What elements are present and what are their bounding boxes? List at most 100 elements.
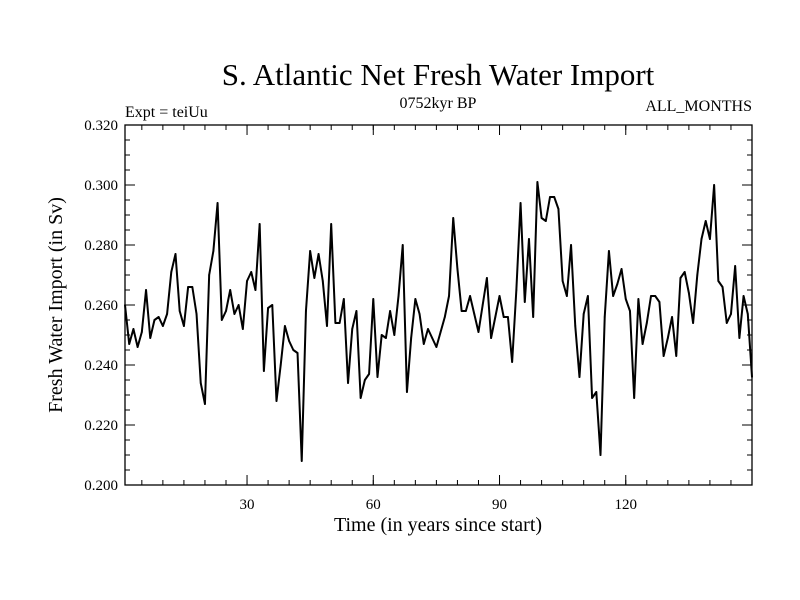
subtitle-left: Expt = teiUu [125, 104, 208, 121]
data-point [704, 220, 707, 222]
data-point [271, 304, 274, 306]
data-point [557, 208, 560, 210]
y-tick-label: 0.300 [84, 178, 118, 194]
data-point [746, 313, 749, 315]
data-point [191, 286, 194, 288]
data-point [494, 316, 497, 318]
data-point [300, 460, 303, 462]
data-point [157, 316, 160, 318]
data-point [523, 301, 526, 303]
data-point [700, 238, 703, 240]
data-point [233, 313, 236, 315]
plot-frame [124, 124, 753, 486]
data-point [595, 391, 598, 393]
data-point [220, 319, 223, 321]
data-point [414, 298, 417, 300]
data-point [284, 325, 286, 327]
data-point [351, 328, 354, 330]
data-point [258, 223, 261, 225]
data-point [170, 271, 173, 273]
data-point [279, 364, 282, 366]
data-point [334, 322, 337, 324]
data-point [473, 313, 476, 315]
data-point [654, 295, 657, 297]
data-point [204, 403, 206, 405]
data-point [427, 328, 429, 330]
data-point [456, 268, 459, 270]
data-point [612, 295, 615, 297]
y-tick-label: 0.220 [84, 418, 118, 434]
data-point [485, 277, 488, 279]
data-point [582, 313, 585, 315]
data-point [734, 265, 737, 267]
x-tick-label: 120 [615, 497, 638, 513]
data-point [629, 310, 631, 312]
data-point [216, 202, 219, 204]
data-point [738, 337, 741, 339]
y-tick-label: 0.200 [84, 478, 118, 494]
data-point [330, 223, 333, 225]
data-point [246, 280, 248, 282]
data-point [372, 298, 375, 300]
data-point [321, 280, 324, 282]
data-point [376, 376, 379, 378]
series-line [124, 181, 753, 462]
chart-title: S. Atlantic Net Fresh Water Import [222, 57, 655, 92]
data-point [132, 328, 135, 330]
data-point [140, 331, 143, 333]
data-point [742, 295, 745, 297]
data-point [507, 316, 509, 318]
data-point [519, 202, 522, 204]
data-point [658, 301, 661, 303]
data-point [153, 319, 156, 321]
data-point [422, 343, 425, 345]
data-point [389, 310, 392, 312]
data-point [368, 373, 370, 375]
data-point [355, 310, 358, 312]
data-point [161, 325, 164, 327]
data-point [406, 391, 408, 393]
data-point [725, 322, 728, 324]
data-point [633, 397, 636, 399]
data-point [692, 322, 694, 324]
data-point [174, 253, 177, 255]
data-point [650, 295, 652, 297]
data-point [275, 400, 278, 402]
data-point [313, 277, 316, 279]
data-point [199, 382, 202, 384]
x-tick-label: 60 [366, 497, 381, 513]
data-point [624, 298, 627, 300]
data-point [498, 295, 501, 297]
data-point [662, 355, 665, 357]
data-point [338, 322, 341, 324]
data-point [439, 331, 442, 333]
data-point [178, 310, 181, 312]
data-point [565, 295, 568, 297]
data-point [347, 382, 349, 384]
data-point [195, 313, 198, 315]
data-point [385, 337, 387, 339]
data-point [687, 292, 690, 294]
data-point [586, 295, 589, 297]
data-point [528, 238, 530, 240]
data-point [363, 379, 366, 381]
data-point [578, 376, 581, 378]
data-point [305, 310, 307, 312]
data-point [431, 337, 434, 339]
data-point [608, 250, 610, 252]
data-point [309, 250, 312, 252]
data-point [342, 298, 345, 300]
data-point [443, 316, 446, 318]
data-point [666, 337, 669, 339]
data-point [561, 280, 564, 282]
data-point [208, 274, 211, 276]
axis-tick-labels: 30 60 90 120 0.200 0.220 0.240 0.260 0.280 0.300 0… [84, 118, 637, 513]
data-point [675, 355, 678, 357]
data-point [645, 322, 648, 324]
data-point [620, 268, 623, 270]
data-point [511, 361, 514, 363]
data-points [124, 181, 753, 462]
data-point [229, 289, 232, 291]
axis-ticks [125, 124, 753, 486]
